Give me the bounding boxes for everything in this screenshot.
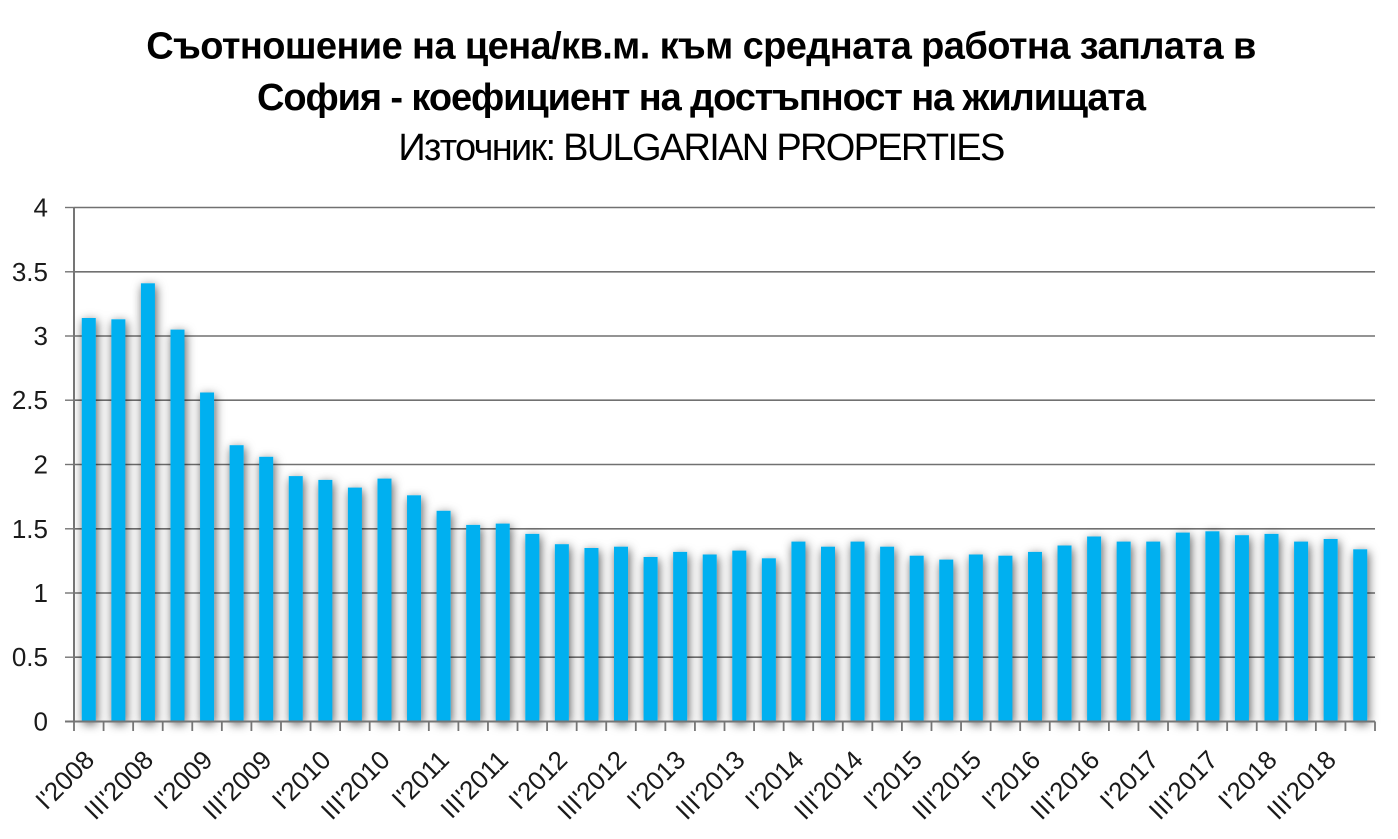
svg-text:1.5: 1.5 [12, 514, 48, 544]
svg-text:София - коефициент на достъпно: София - коефициент на достъпност на жили… [257, 77, 1147, 119]
svg-text:0.5: 0.5 [12, 642, 48, 672]
svg-text:0: 0 [34, 707, 48, 737]
svg-text:3.5: 3.5 [12, 257, 48, 287]
svg-text:Източник: BULGARIAN PROPERTIES: Източник: BULGARIAN PROPERTIES [398, 127, 1004, 169]
svg-text:2: 2 [34, 450, 48, 480]
svg-text:3: 3 [34, 321, 48, 351]
svg-text:4: 4 [34, 193, 48, 223]
svg-text:Съотношение на цена/кв.м. към: Съотношение на цена/кв.м. към средната р… [146, 26, 1255, 68]
svg-text:2.5: 2.5 [12, 385, 48, 415]
svg-text:1: 1 [34, 578, 48, 608]
